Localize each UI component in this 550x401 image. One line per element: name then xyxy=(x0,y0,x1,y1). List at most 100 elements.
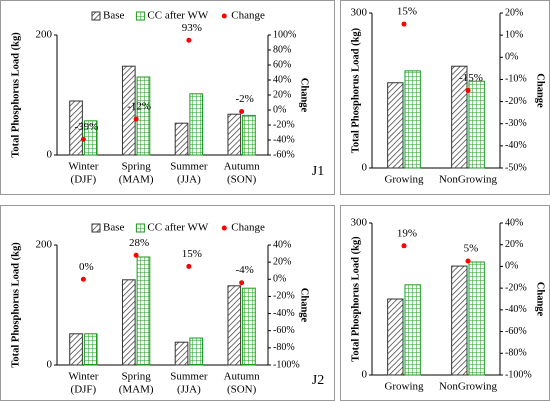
y-tick-label: 300 xyxy=(351,7,368,19)
x-tick-label: (DJF) xyxy=(71,384,97,396)
data-label: 15% xyxy=(182,248,202,260)
data-label: 15% xyxy=(397,6,417,18)
x-tick-label: Spring xyxy=(121,161,151,173)
bar xyxy=(121,65,136,156)
y-axis-label: Total Phosphorus Load (kg) xyxy=(350,27,361,153)
data-label: 5% xyxy=(464,243,479,255)
x-tick-label: (JJA) xyxy=(177,384,201,396)
y2-tick-label: -20% xyxy=(505,96,527,107)
y-tick-label: 0 xyxy=(47,149,53,161)
x-tick-label: Winter xyxy=(68,371,98,383)
y2-tick-label: 20% xyxy=(505,239,523,250)
x-tick-label: Summer xyxy=(170,371,208,383)
change-point xyxy=(401,243,407,249)
y2-tick-label: -40% xyxy=(505,304,527,315)
y2-axis-label: Change xyxy=(299,78,310,113)
y2-tick-label: 0% xyxy=(273,274,286,285)
x-tick-label: Summer xyxy=(170,161,208,173)
y2-axis-label: Change xyxy=(299,288,310,323)
y2-tick-label: 0% xyxy=(273,104,286,115)
panel-frame xyxy=(0,205,335,401)
bar xyxy=(121,279,136,366)
change-point xyxy=(239,280,245,286)
change-point xyxy=(80,276,86,282)
y2-tick-label: -100% xyxy=(273,359,300,370)
y2-axis-label: Change xyxy=(535,282,546,317)
y2-tick-label: 40% xyxy=(273,74,291,85)
bar xyxy=(83,333,98,366)
y2-tick-label: 0% xyxy=(505,52,518,63)
bar xyxy=(242,287,256,366)
change-point xyxy=(401,21,407,27)
bar xyxy=(451,65,468,169)
change-point xyxy=(465,258,471,264)
legend-label: Change xyxy=(231,222,265,234)
legend-label: Change xyxy=(231,10,265,22)
x-tick-label: (SON) xyxy=(227,384,257,396)
y2-tick-label: 100% xyxy=(273,29,296,40)
y2-tick-label: 40% xyxy=(505,217,523,228)
data-label: -4% xyxy=(235,264,253,276)
x-tick-label: (MAM) xyxy=(119,384,154,396)
y2-tick-label: -20% xyxy=(273,291,295,302)
annotation: J1 xyxy=(312,164,324,179)
data-label: -39% xyxy=(74,121,98,133)
y-tick-label: 300 xyxy=(351,217,368,229)
y2-tick-label: -30% xyxy=(505,118,527,129)
x-tick-label: Spring xyxy=(121,371,151,383)
legend-label: Base xyxy=(103,222,125,234)
bar xyxy=(174,341,189,366)
y-tick-label: 200 xyxy=(36,239,53,251)
y2-axis-label: Change xyxy=(535,73,546,108)
y2-tick-label: -20% xyxy=(505,282,527,293)
y2-tick-label: 80% xyxy=(273,44,291,55)
x-tick-label: (MAM) xyxy=(119,174,154,186)
legend-label: CC after WW xyxy=(147,222,209,234)
bar xyxy=(69,333,83,366)
bar xyxy=(468,261,485,376)
bar xyxy=(227,113,242,156)
x-tick-label: (DJF) xyxy=(71,174,97,186)
bar xyxy=(69,100,83,156)
bar xyxy=(404,70,421,169)
y2-tick-label: -60% xyxy=(273,149,295,160)
y-tick-label: 0 xyxy=(47,359,53,371)
data-label: 0% xyxy=(79,261,94,273)
panel-frame xyxy=(0,0,335,195)
y2-tick-label: -80% xyxy=(273,342,295,353)
annotation: J2 xyxy=(312,373,324,388)
bar xyxy=(189,93,204,156)
bar xyxy=(174,122,189,156)
change-point xyxy=(133,116,139,122)
change-point xyxy=(186,37,192,43)
legend-swatch xyxy=(91,11,101,21)
legend-label: CC after WW xyxy=(147,10,209,22)
change-point xyxy=(239,109,245,114)
y2-tick-label: -40% xyxy=(505,140,527,151)
y2-tick-label: -80% xyxy=(505,348,527,359)
bar xyxy=(136,76,151,156)
y-tick-label: 0 xyxy=(362,369,368,381)
y2-tick-label: 40% xyxy=(273,239,291,250)
y2-tick-label: -50% xyxy=(505,162,527,173)
y2-tick-label: -40% xyxy=(273,308,295,319)
legend-swatch xyxy=(135,223,145,233)
x-tick-label: Winter xyxy=(68,161,98,173)
x-tick-label: (SON) xyxy=(227,174,257,186)
x-tick-label: NonGrowing xyxy=(439,381,498,393)
y2-tick-label: 20% xyxy=(273,89,291,100)
x-tick-label: Growing xyxy=(384,381,424,393)
bar xyxy=(468,80,485,169)
y2-tick-label: 60% xyxy=(273,59,291,70)
y2-tick-label: 0% xyxy=(505,261,518,272)
legend-swatch xyxy=(221,225,227,231)
x-tick-label: Growing xyxy=(384,174,424,186)
data-label: -2% xyxy=(235,93,253,105)
y-axis-label: Total Phosphorus Load (kg) xyxy=(10,32,21,158)
legend-swatch xyxy=(135,11,145,21)
x-tick-label: (JJA) xyxy=(177,174,201,186)
change-point xyxy=(133,252,139,258)
y2-tick-label: -60% xyxy=(505,326,527,337)
x-tick-label: Autumn xyxy=(224,371,261,383)
y-axis-label: Total Phosphorus Load (kg) xyxy=(350,236,361,362)
